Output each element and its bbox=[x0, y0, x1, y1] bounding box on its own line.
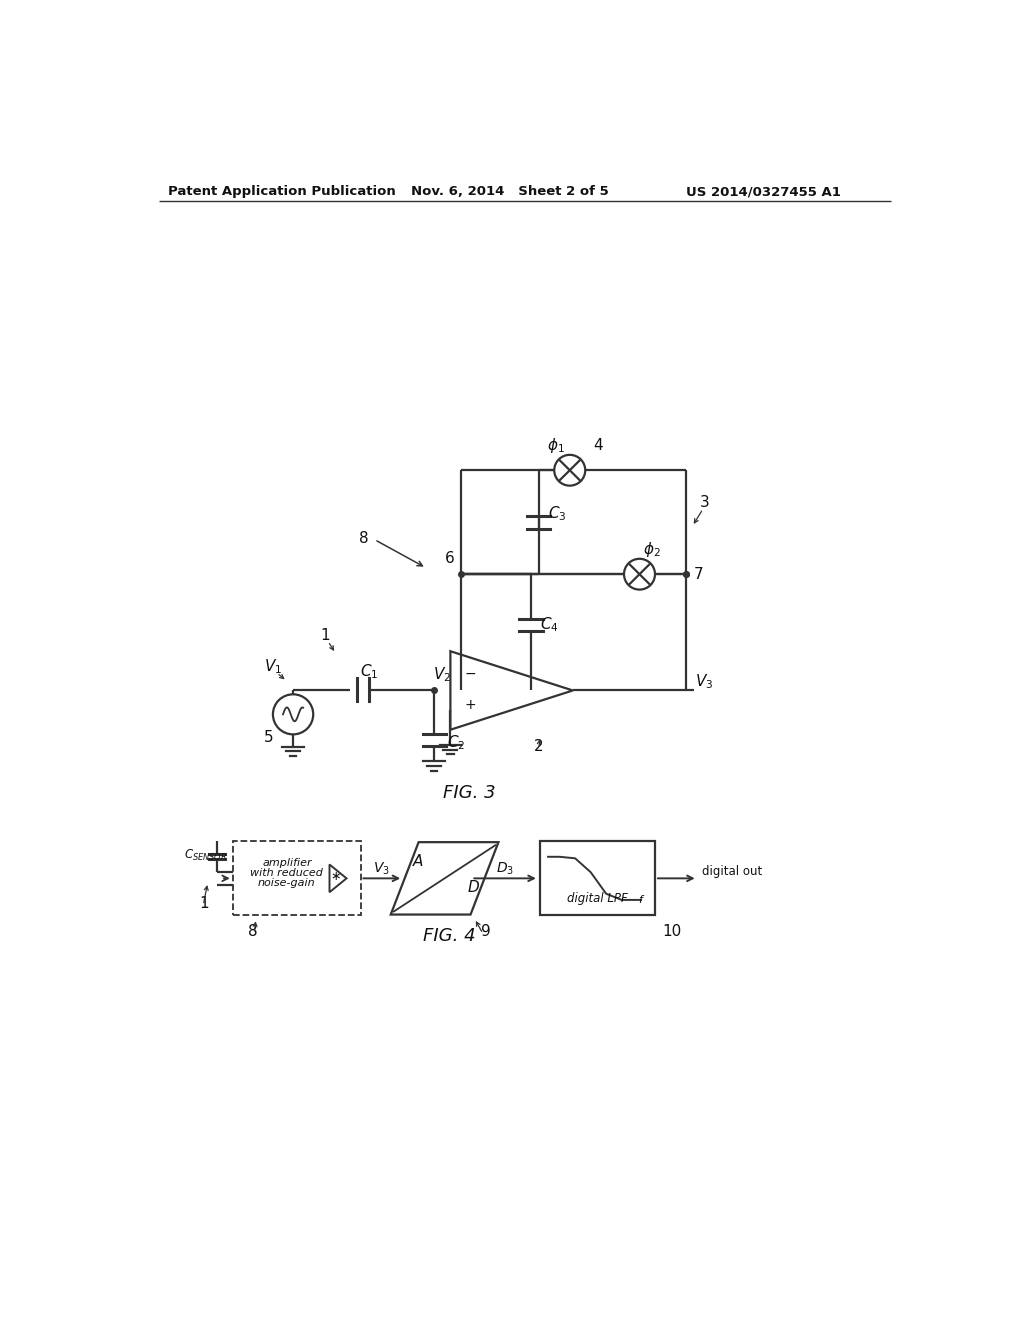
Bar bbox=[541, 841, 655, 915]
Text: noise-gain: noise-gain bbox=[258, 878, 315, 888]
Text: 4: 4 bbox=[593, 438, 603, 453]
Text: amplifier: amplifier bbox=[262, 858, 311, 869]
Text: FIG. 3: FIG. 3 bbox=[442, 784, 496, 801]
Text: 1: 1 bbox=[200, 895, 209, 911]
Bar bbox=[232, 841, 360, 915]
Text: 1: 1 bbox=[321, 627, 330, 643]
Text: 8: 8 bbox=[248, 924, 258, 939]
Text: $C_{SENSOR}$: $C_{SENSOR}$ bbox=[183, 847, 227, 863]
Text: 3: 3 bbox=[700, 495, 710, 511]
Text: $V_2$: $V_2$ bbox=[432, 665, 451, 684]
Text: D: D bbox=[468, 880, 479, 895]
Text: 7: 7 bbox=[693, 566, 703, 582]
Text: digital out: digital out bbox=[701, 865, 762, 878]
Text: $V_1$: $V_1$ bbox=[263, 657, 282, 676]
Text: $C_2$: $C_2$ bbox=[446, 734, 465, 752]
Text: $V_{3}$: $V_{3}$ bbox=[695, 673, 714, 692]
Circle shape bbox=[624, 558, 655, 590]
Text: f: f bbox=[638, 895, 642, 906]
Text: 2: 2 bbox=[535, 739, 544, 754]
Text: US 2014/0327455 A1: US 2014/0327455 A1 bbox=[686, 185, 841, 198]
Text: $\phi_1$: $\phi_1$ bbox=[547, 436, 564, 455]
Text: digital LPF: digital LPF bbox=[567, 892, 628, 906]
Text: 9: 9 bbox=[480, 924, 490, 939]
Text: 6: 6 bbox=[445, 552, 455, 566]
Text: $D_3$: $D_3$ bbox=[496, 861, 514, 876]
Text: FIG. 4: FIG. 4 bbox=[423, 928, 476, 945]
Text: A: A bbox=[413, 854, 423, 869]
Text: 8: 8 bbox=[359, 532, 369, 546]
Text: $-$: $-$ bbox=[464, 665, 476, 680]
Text: $C_3$: $C_3$ bbox=[548, 504, 566, 524]
Text: $C_4$: $C_4$ bbox=[541, 615, 559, 634]
Text: 5: 5 bbox=[263, 730, 273, 744]
Circle shape bbox=[273, 694, 313, 734]
Text: $\ast$: $\ast$ bbox=[331, 870, 341, 883]
Text: Nov. 6, 2014   Sheet 2 of 5: Nov. 6, 2014 Sheet 2 of 5 bbox=[411, 185, 608, 198]
Circle shape bbox=[554, 455, 586, 486]
Text: with reduced: with reduced bbox=[251, 869, 324, 878]
Text: $+$: $+$ bbox=[464, 698, 476, 711]
Text: $C_1$: $C_1$ bbox=[360, 661, 379, 681]
Text: Patent Application Publication: Patent Application Publication bbox=[168, 185, 396, 198]
Text: 10: 10 bbox=[663, 924, 682, 939]
Text: $\phi_2$: $\phi_2$ bbox=[643, 540, 660, 560]
Text: $V_3$: $V_3$ bbox=[373, 861, 390, 876]
